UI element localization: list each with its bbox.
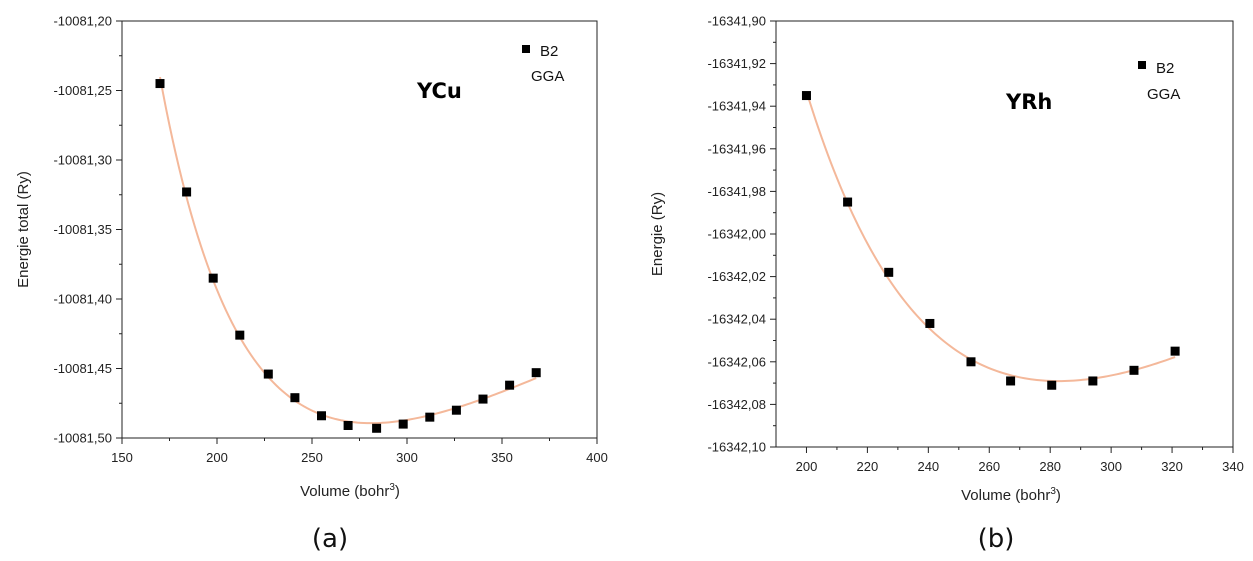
data-point-a-2 [208, 273, 218, 283]
legend-label-a: B2 [540, 43, 558, 60]
x-tick-label-b-6: 320 [1161, 459, 1183, 474]
data-point-b-2 [884, 267, 894, 277]
data-point-b-4 [966, 357, 976, 367]
fit-curve-a [159, 76, 537, 425]
y-axis-label-b: Energie (Ry) [649, 192, 666, 276]
data-point-b-7 [1088, 376, 1098, 386]
data-point-a-0 [155, 79, 165, 89]
compound-label-a: YCu [416, 79, 462, 103]
y-tick-label-b-0: -16341,90 [707, 14, 766, 29]
data-point-a-10 [425, 412, 435, 422]
data-point-a-7 [343, 420, 353, 430]
data-point-b-6 [1047, 380, 1057, 390]
chart-panel-b: 200 220 240 260 280 300 320 340 -16341,90 -16341,… [626, 0, 1253, 561]
x-axis-label-b: Volume (bohr3) [961, 486, 1061, 504]
y-tick-label-b-4: -16341,98 [707, 184, 766, 199]
compound-label-b: YRh [1005, 90, 1052, 114]
y-tick-label-b-8: -16342,06 [707, 354, 766, 369]
data-point-a-13 [505, 380, 515, 390]
data-point-a-8 [372, 423, 382, 433]
x-axis-label-a: Volume (bohr3) [300, 482, 400, 500]
data-point-a-14 [531, 368, 541, 378]
y-tick-label-b-3: -16341,96 [707, 141, 766, 156]
data-point-a-11 [451, 405, 461, 415]
data-point-b-5 [1006, 376, 1016, 386]
y-tick-label-a-4: -10081,40 [53, 292, 112, 307]
x-tick-label-b-4: 280 [1039, 459, 1061, 474]
x-tick-label-b-7: 340 [1222, 459, 1244, 474]
x-tick-label-b-1: 220 [857, 459, 879, 474]
data-point-a-5 [290, 393, 300, 403]
y-tick-label-a-2: -10081,30 [53, 153, 112, 168]
fit-curve-b [805, 91, 1176, 383]
x-tick-label-b-3: 260 [978, 459, 1000, 474]
chart-b-svg: 200 220 240 260 280 300 320 340 -16341,90 -16341,… [649, 14, 1244, 555]
y-tick-label-b-2: -16341,94 [707, 99, 766, 114]
chart-a-svg: 150 200 250 300 350 400 -10081,20 -10081,25 -100… [15, 14, 608, 555]
data-point-a-3 [235, 330, 245, 340]
x-tick-label-a-0: 150 [111, 450, 133, 465]
data-point-a-9 [398, 419, 408, 429]
y-tick-label-a-1: -10081,25 [53, 83, 112, 98]
legend-marker-a [522, 45, 530, 53]
y-tick-label-b-7: -16342,04 [707, 312, 766, 327]
x-tick-label-a-5: 400 [586, 450, 608, 465]
legend-marker-b [1138, 61, 1146, 69]
chart-panel-a: 150 200 250 300 350 400 -10081,20 -10081,25 -100… [0, 0, 626, 561]
data-point-b-1 [843, 197, 853, 207]
data-point-a-12 [478, 394, 488, 404]
legend-label-b: B2 [1156, 60, 1174, 77]
data-point-b-8 [1129, 365, 1139, 375]
y-tick-label-a-6: -10081,50 [53, 431, 112, 446]
x-tick-label-b-2: 240 [917, 459, 939, 474]
x-tick-label-a-3: 300 [396, 450, 418, 465]
y-tick-label-a-5: -10081,45 [53, 361, 112, 376]
x-tick-label-b-0: 200 [796, 459, 818, 474]
x-tick-label-b-5: 300 [1100, 459, 1122, 474]
data-point-a-1 [182, 187, 192, 197]
y-tick-label-b-9: -16342,08 [707, 397, 766, 412]
data-point-a-4 [263, 369, 273, 379]
y-tick-label-b-1: -16341,92 [707, 56, 766, 71]
y-tick-label-b-10: -16342,10 [707, 440, 766, 455]
x-tick-label-a-1: 200 [206, 450, 228, 465]
legend-method-a: GGA [531, 68, 564, 85]
data-point-b-0 [801, 91, 811, 101]
y-tick-label-a-0: -10081,20 [53, 14, 112, 29]
plot-frame-a [121, 20, 598, 439]
plot-frame-b [775, 20, 1234, 448]
panel-caption-a: (a) [312, 524, 348, 554]
x-tick-label-a-4: 350 [491, 450, 513, 465]
legend-method-b: GGA [1147, 86, 1180, 103]
data-point-b-9 [1170, 346, 1180, 356]
y-tick-label-a-3: -10081,35 [53, 222, 112, 237]
panel-caption-b: (b) [978, 524, 1015, 554]
data-point-a-6 [317, 411, 326, 421]
x-tick-label-a-2: 250 [301, 450, 323, 465]
y-axis-label-a: Energie total (Ry) [15, 171, 32, 288]
y-tick-label-b-6: -16342,02 [707, 269, 766, 284]
y-tick-label-b-5: -16342,00 [707, 227, 766, 242]
data-point-b-3 [925, 318, 935, 328]
